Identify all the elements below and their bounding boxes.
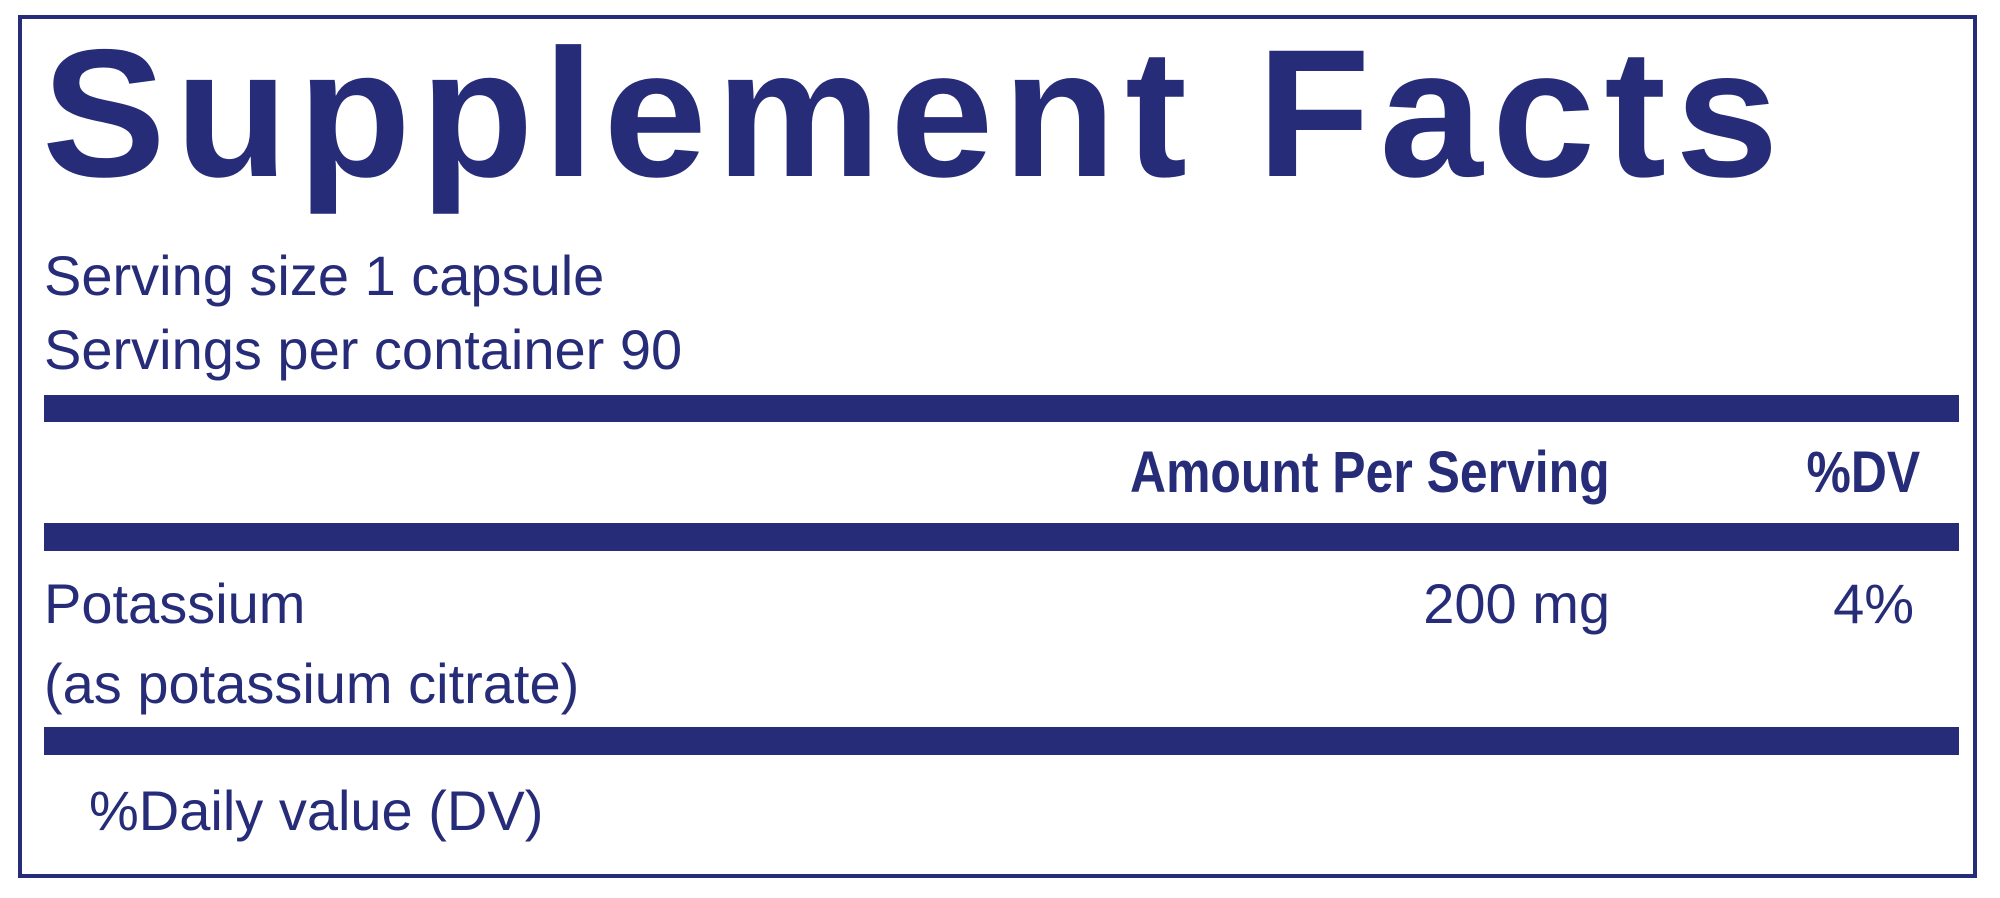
- nutrient-detail: (as potassium citrate): [44, 652, 580, 715]
- divider-bar: [44, 523, 1959, 551]
- label-title: Supplement Facts: [42, 11, 1788, 215]
- serving-size: Serving size 1 capsule: [44, 244, 605, 307]
- amount-per-serving-header: Amount Per Serving: [1130, 440, 1610, 505]
- divider-bar: [44, 727, 1959, 755]
- dv-header: %DV: [1806, 440, 1920, 505]
- footnote: %Daily value (DV): [89, 779, 544, 842]
- nutrient-name: Potassium: [44, 572, 306, 635]
- servings-per-container: Servings per container 90: [44, 318, 683, 381]
- nutrient-amount: 200 mg: [1423, 572, 1610, 635]
- label-border: [18, 15, 1977, 878]
- nutrient-dv: 4%: [1833, 572, 1914, 635]
- divider-bar: [44, 395, 1959, 422]
